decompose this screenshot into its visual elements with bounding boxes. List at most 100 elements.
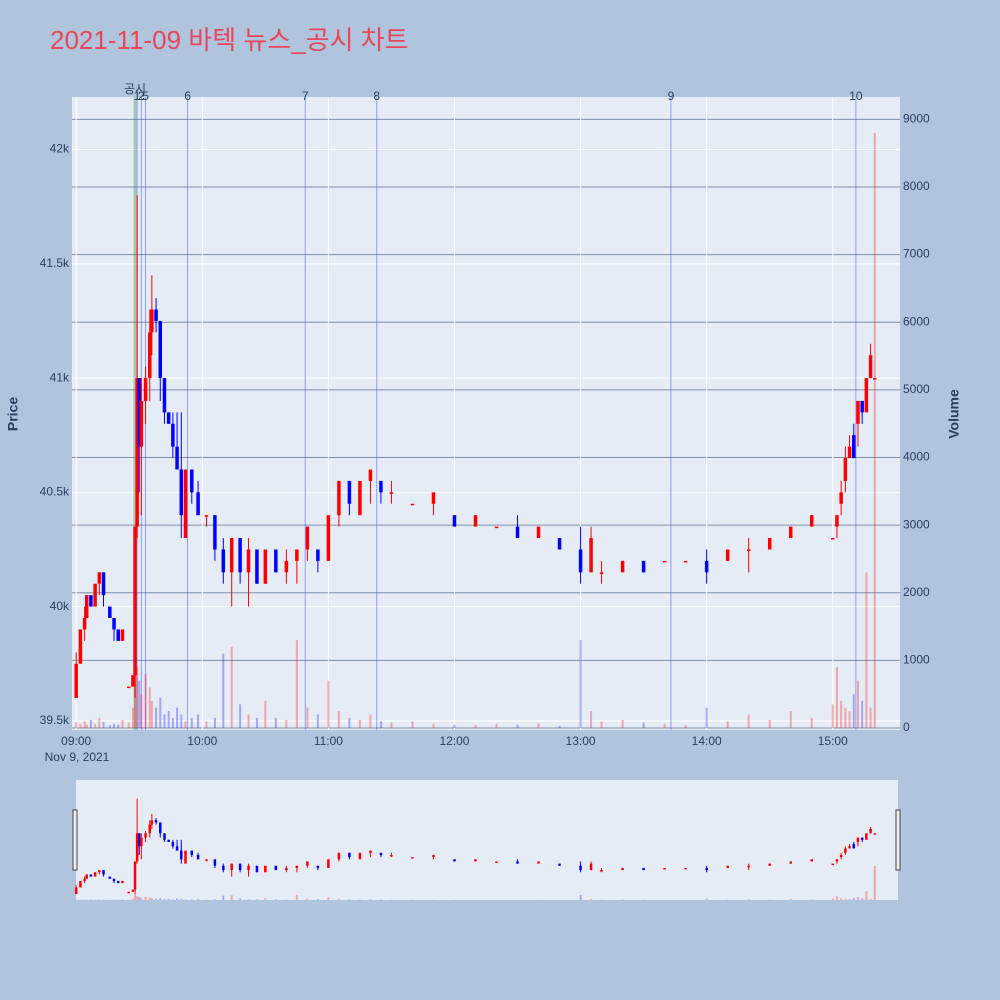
volume-bar xyxy=(432,723,435,728)
mini-candle-body xyxy=(856,837,860,842)
candle-body xyxy=(190,469,194,493)
candle-body xyxy=(204,515,209,517)
mini-candle-body xyxy=(726,865,729,868)
mini-volume-bar xyxy=(306,898,309,900)
y-tick-label: 42k xyxy=(50,142,70,156)
x-date-label: Nov 9, 2021 xyxy=(45,750,110,764)
volume-bar xyxy=(148,687,151,728)
candle-body xyxy=(255,549,259,584)
volume-bar xyxy=(306,707,309,728)
candle-body xyxy=(809,515,814,527)
mini-candle-body xyxy=(579,865,582,871)
volume-bar xyxy=(369,714,372,728)
y2-tick-label: 8000 xyxy=(903,179,930,193)
volume-bar xyxy=(239,704,242,728)
volume-bar xyxy=(98,717,101,728)
candle-body xyxy=(515,526,520,539)
mini-volume-bar xyxy=(239,898,242,900)
volume-bar xyxy=(861,700,864,728)
mini-volume-bar xyxy=(869,898,872,900)
y-tick-label: 39.5k xyxy=(40,713,70,727)
candle-body xyxy=(150,309,154,333)
candle-body xyxy=(767,538,772,550)
y-tick-label: 40.5k xyxy=(40,485,70,499)
candle-body xyxy=(410,503,415,506)
mini-volume-bar xyxy=(747,899,750,900)
range-slider[interactable] xyxy=(76,780,898,900)
volume-bar xyxy=(810,717,813,728)
mini-candle-body xyxy=(163,833,166,840)
x-tick-label: 14:00 xyxy=(692,734,722,748)
mini-candle-body xyxy=(190,850,194,855)
candle-body xyxy=(213,515,217,550)
mini-volume-bar xyxy=(348,899,351,900)
candle-body xyxy=(379,480,383,493)
x-tick-label: 13:00 xyxy=(566,734,596,748)
mini-volume-bar xyxy=(136,896,139,900)
volume-bar xyxy=(144,673,147,728)
mini-candle-body xyxy=(133,861,137,890)
candle-body xyxy=(82,618,87,630)
volume-bar xyxy=(789,711,792,728)
mini-candle-body xyxy=(108,876,112,879)
mini-candle-body xyxy=(558,863,561,866)
mini-volume-bar xyxy=(163,899,166,900)
volume-bar xyxy=(726,721,729,728)
mini-candle-body xyxy=(222,865,225,871)
mini-candle-body xyxy=(453,859,456,862)
mini-candle-body xyxy=(102,870,105,875)
x-tick-label: 15:00 xyxy=(818,734,848,748)
candle-body xyxy=(831,538,835,540)
candle-body xyxy=(135,378,139,527)
mini-volume-bar xyxy=(865,891,868,900)
mini-volume-bar xyxy=(327,897,330,900)
candle-body xyxy=(78,629,83,664)
volume-bar xyxy=(213,717,216,728)
mini-candle-body xyxy=(98,870,101,873)
mini-candle-body xyxy=(831,863,835,866)
mini-volume-bar xyxy=(590,898,593,900)
candle-body xyxy=(589,538,593,573)
candle-body xyxy=(852,435,856,459)
candle-body xyxy=(179,469,184,516)
candle-body xyxy=(873,378,877,380)
candle-body xyxy=(305,526,310,550)
volume-bar xyxy=(474,725,477,728)
mini-candle-body xyxy=(79,880,82,888)
mini-candle-body xyxy=(684,867,687,870)
volume-bar xyxy=(852,694,855,728)
volume-bar xyxy=(150,700,153,728)
candle-body xyxy=(93,583,97,607)
mini-candle-body xyxy=(131,889,135,892)
candle-body xyxy=(116,629,120,641)
mini-candle-body xyxy=(135,833,139,862)
volume-bar xyxy=(453,724,456,728)
mini-candle-body xyxy=(869,828,872,834)
candle-body xyxy=(536,526,541,539)
mini-candle-body xyxy=(621,867,624,871)
mini-volume-bar xyxy=(856,897,859,900)
y2-tick-label: 3000 xyxy=(903,517,930,531)
volume-bar xyxy=(155,707,158,728)
candle-body xyxy=(389,492,394,494)
range-handle[interactable] xyxy=(895,809,901,871)
candle-body xyxy=(97,572,102,584)
range-handle[interactable] xyxy=(72,809,78,871)
y-tick-label: 41k xyxy=(50,370,70,384)
mini-volume-bar xyxy=(222,895,225,900)
volume-bar xyxy=(747,714,750,728)
candle-body xyxy=(683,560,688,563)
mini-volume-bar xyxy=(213,899,216,900)
mini-candle-body xyxy=(285,867,288,871)
mini-candle-body xyxy=(835,859,839,862)
candle-body xyxy=(578,549,583,573)
mini-candle-body xyxy=(89,874,93,877)
volume-bar xyxy=(865,572,868,728)
candle-body xyxy=(847,446,852,459)
mini-candle-body xyxy=(83,878,86,881)
volume-bar xyxy=(127,722,130,728)
volume-bar xyxy=(873,132,876,728)
mini-candle-body xyxy=(852,844,856,849)
mini-volume-bar xyxy=(831,898,834,900)
mini-candle-body xyxy=(121,880,124,884)
